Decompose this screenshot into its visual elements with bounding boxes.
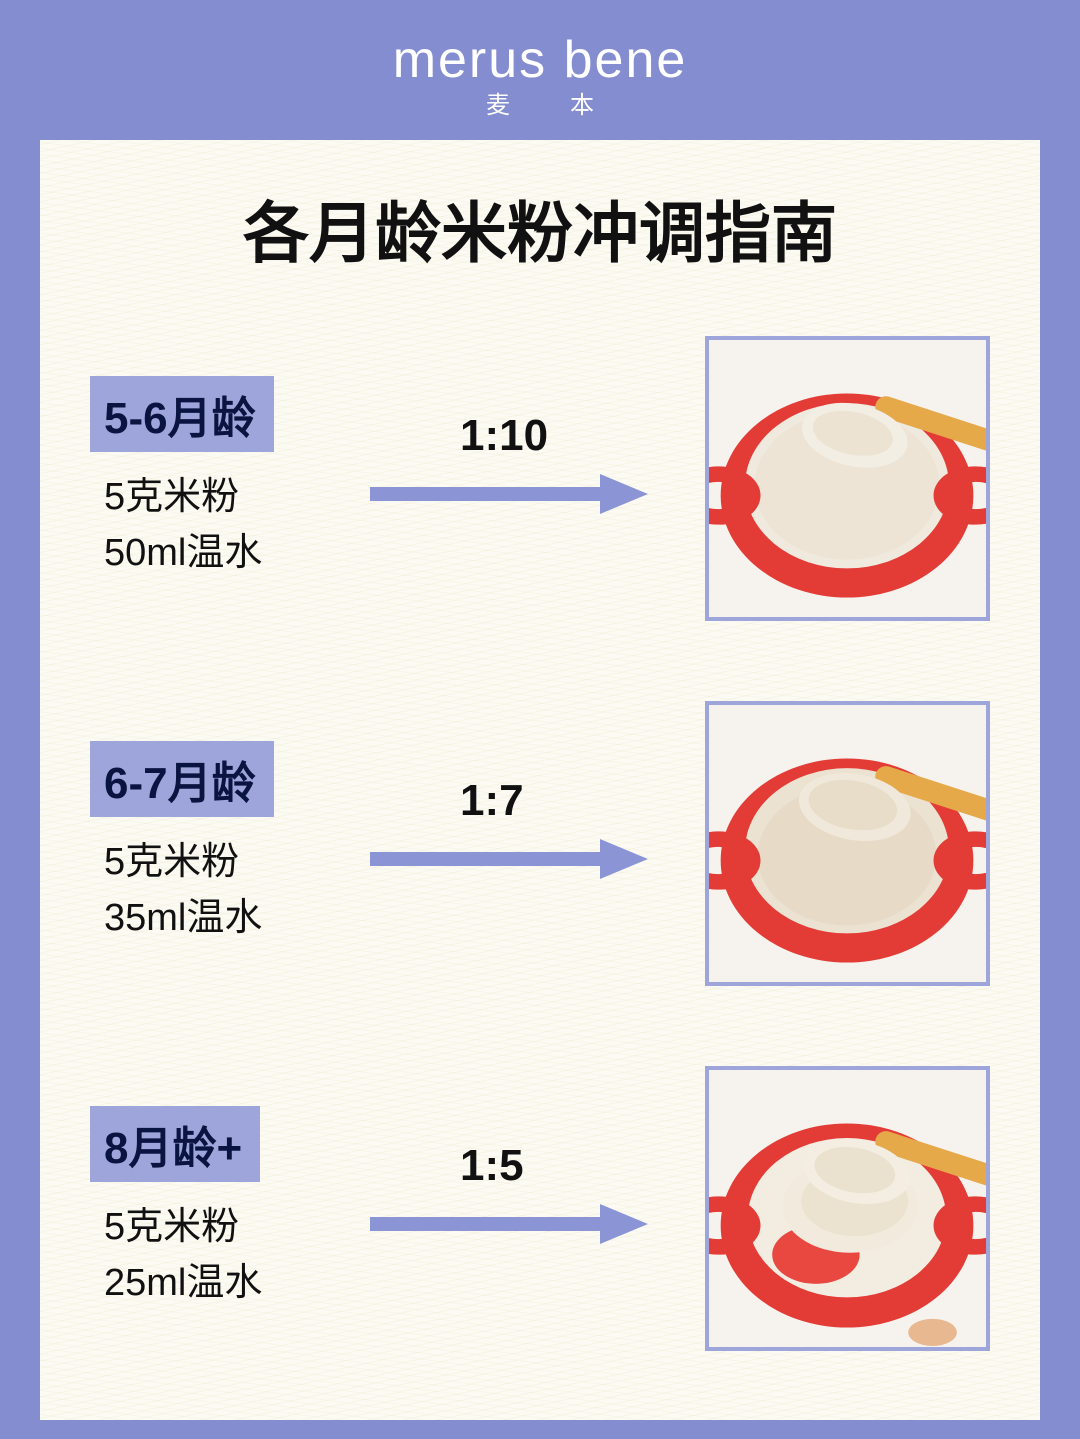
arrow-icon [370, 469, 650, 519]
bowl-photo-2 [705, 1066, 990, 1351]
age-label: 6-7月龄 [90, 741, 274, 817]
water-amount: 50ml温水 [104, 526, 370, 581]
water-amount: 25ml温水 [104, 1256, 370, 1311]
powder-amount: 5克米粉 [104, 835, 370, 890]
infographic-card: 各月龄米粉冲调指南 5-6月龄 5克米粉 50ml温水 1:10 [40, 140, 1040, 1420]
bowl-photo-1 [705, 701, 990, 986]
arrow-block: 1:10 [370, 419, 650, 539]
arrow-block: 1:7 [370, 784, 650, 904]
age-label: 8月龄+ [90, 1106, 260, 1182]
guide-row-0: 5-6月龄 5克米粉 50ml温水 1:10 [90, 336, 990, 621]
brand-header: merus bene 麦本 [0, 0, 1080, 140]
ratio-label: 1:10 [460, 411, 548, 461]
spec: 5克米粉 25ml温水 [90, 1200, 370, 1310]
brand-name-cn: 麦本 [0, 85, 1080, 120]
guide-row-1: 6-7月龄 5克米粉 35ml温水 1:7 [90, 701, 990, 986]
bowl-illustration [709, 340, 986, 617]
arrow-block: 1:5 [370, 1149, 650, 1269]
spec: 5克米粉 50ml温水 [90, 470, 370, 580]
row-left: 8月龄+ 5克米粉 25ml温水 [90, 1106, 370, 1310]
age-label: 5-6月龄 [90, 376, 274, 452]
arrow-icon [370, 834, 650, 884]
powder-amount: 5克米粉 [104, 1200, 370, 1255]
row-left: 6-7月龄 5克米粉 35ml温水 [90, 741, 370, 945]
ratio-label: 1:5 [460, 1141, 524, 1191]
spec: 5克米粉 35ml温水 [90, 835, 370, 945]
powder-amount: 5克米粉 [104, 470, 370, 525]
row-left: 5-6月龄 5克米粉 50ml温水 [90, 376, 370, 580]
bowl-illustration [709, 705, 986, 982]
guide-row-2: 8月龄+ 5克米粉 25ml温水 1:5 [90, 1066, 990, 1351]
ratio-label: 1:7 [460, 776, 524, 826]
brand-name-en: merus bene [0, 30, 1080, 90]
bowl-photo-0 [705, 336, 990, 621]
main-title: 各月龄米粉冲调指南 [90, 180, 990, 276]
water-amount: 35ml温水 [104, 891, 370, 946]
arrow-icon [370, 1199, 650, 1249]
bowl-illustration [709, 1070, 986, 1347]
